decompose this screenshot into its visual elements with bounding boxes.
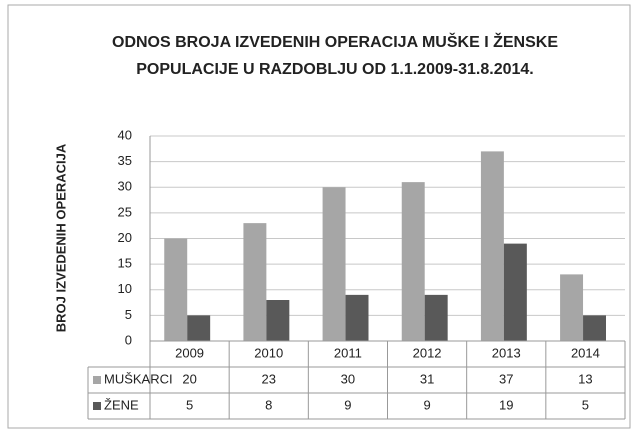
- y-tick-label: 30: [118, 179, 132, 194]
- bar: [322, 187, 346, 341]
- bar: [164, 238, 188, 341]
- bar: [266, 300, 290, 341]
- table-value: 37: [499, 371, 513, 386]
- x-tick-label: 2012: [413, 345, 442, 360]
- table-value: 8: [265, 397, 272, 412]
- y-tick-label: 0: [125, 332, 132, 347]
- chart-title: ODNOS BROJA IZVEDENIH OPERACIJA MUŠKE I …: [112, 32, 558, 51]
- table-value: 9: [344, 397, 351, 412]
- x-tick-label: 2010: [254, 345, 283, 360]
- bar: [480, 151, 504, 341]
- table-value: 5: [582, 397, 589, 412]
- y-tick-label: 40: [118, 127, 132, 142]
- legend-label: ŽENE: [104, 397, 139, 412]
- table-value: 23: [262, 371, 276, 386]
- bar: [503, 243, 527, 341]
- bar: [243, 223, 267, 341]
- x-tick-label: 2009: [175, 345, 204, 360]
- chart-title: POPULACIJE U RAZDOBLJU OD 1.1.2009-31.8.…: [136, 61, 533, 78]
- table-value: 20: [182, 371, 196, 386]
- bar: [401, 182, 425, 341]
- y-axis-label: BROJ IZVEDENIH OPERACIJA: [53, 143, 68, 332]
- x-tick-label: 2011: [334, 345, 362, 360]
- table-value: 19: [499, 397, 513, 412]
- legend-swatch: [93, 402, 101, 410]
- table-value: 30: [341, 371, 355, 386]
- bar: [345, 294, 369, 341]
- x-tick-label: 2013: [492, 345, 521, 360]
- legend-swatch: [93, 376, 101, 384]
- bar: [424, 294, 448, 341]
- table-value: 13: [578, 371, 592, 386]
- chart-frame: [7, 4, 631, 429]
- table-value: 9: [423, 397, 430, 412]
- y-tick-label: 5: [125, 307, 132, 322]
- bar: [583, 315, 606, 341]
- bar: [187, 315, 211, 341]
- y-tick-label: 35: [118, 153, 132, 168]
- y-tick-label: 15: [118, 256, 132, 271]
- table-value: 31: [420, 371, 434, 386]
- table-value: 5: [186, 397, 193, 412]
- y-tick-label: 10: [118, 281, 132, 296]
- legend-label: MUŠKARCI: [104, 371, 173, 386]
- bar: [560, 274, 584, 341]
- y-tick-label: 25: [118, 204, 132, 219]
- y-tick-label: 20: [118, 230, 132, 245]
- x-tick-label: 2014: [571, 345, 600, 360]
